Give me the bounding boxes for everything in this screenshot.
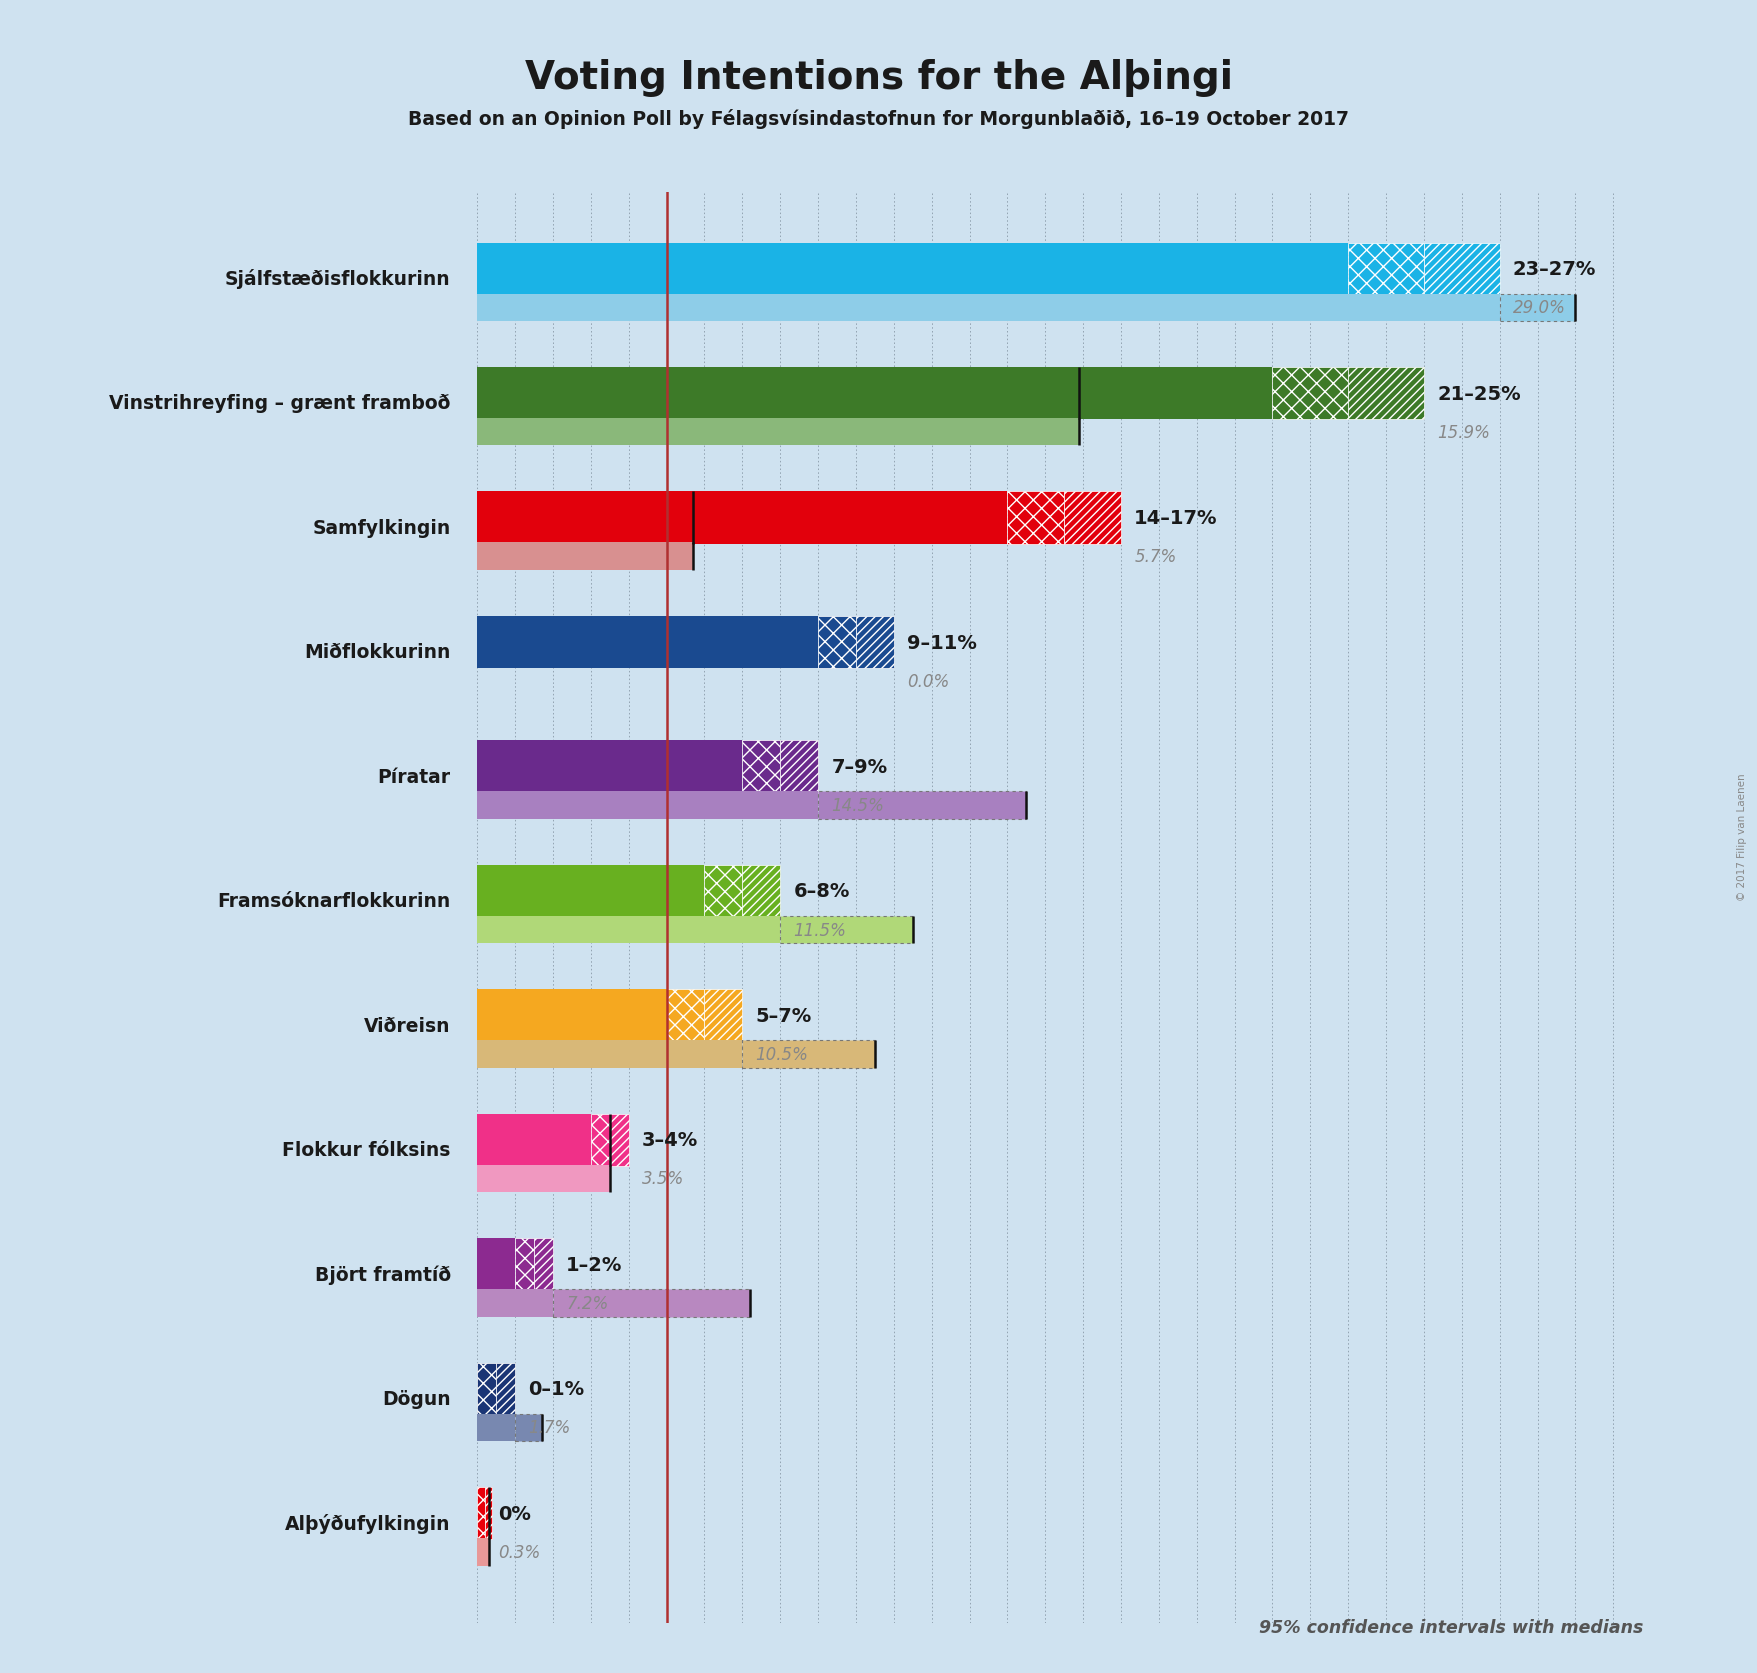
Text: 3.5%: 3.5% <box>641 1169 683 1188</box>
Text: Sjálfstæðisflokkurinn: Sjálfstæðisflokkurinn <box>225 269 450 289</box>
Bar <box>476 1537 488 1566</box>
Text: 0.0%: 0.0% <box>907 673 949 691</box>
Text: Samfylkingin: Samfylkingin <box>313 519 450 537</box>
Text: 10.5%: 10.5% <box>756 1046 808 1064</box>
Bar <box>515 1238 534 1290</box>
Text: 3–4%: 3–4% <box>641 1131 698 1149</box>
Text: 0–1%: 0–1% <box>529 1380 583 1399</box>
Text: 14.5%: 14.5% <box>831 796 884 815</box>
Bar <box>476 544 692 570</box>
Bar <box>1499 294 1574 321</box>
Text: 7.2%: 7.2% <box>566 1295 608 1312</box>
Bar <box>476 917 780 944</box>
Bar <box>476 294 1499 321</box>
Text: 14–17%: 14–17% <box>1133 509 1218 527</box>
Bar <box>1272 368 1348 420</box>
Text: Miðflokkurinn: Miðflokkurinn <box>304 642 450 663</box>
Bar <box>476 791 817 820</box>
Text: Flokkur fólksins: Flokkur fólksins <box>283 1141 450 1159</box>
Text: 95% confidence intervals with medians: 95% confidence intervals with medians <box>1258 1618 1643 1636</box>
Bar <box>534 1238 553 1290</box>
Text: © 2017 Filip van Laenen: © 2017 Filip van Laenen <box>1736 773 1746 900</box>
Bar <box>780 741 817 793</box>
Bar <box>476 1487 485 1539</box>
Bar <box>476 1114 590 1166</box>
Bar <box>1348 368 1423 420</box>
Bar <box>476 1363 495 1415</box>
Bar <box>817 791 1026 820</box>
Bar <box>1423 243 1499 296</box>
Text: Based on an Opinion Poll by Félagsvísindastofnun for Morgunblaðið, 16–19 October: Based on an Opinion Poll by Félagsvísind… <box>408 109 1349 129</box>
Bar <box>780 917 912 944</box>
Bar <box>476 418 1079 447</box>
Bar <box>495 1363 515 1415</box>
Bar <box>741 865 780 917</box>
Text: Alþýðufylkingin: Alþýðufylkingin <box>285 1512 450 1532</box>
Bar <box>1348 243 1423 296</box>
Text: 15.9%: 15.9% <box>1437 423 1490 442</box>
Bar <box>476 1041 741 1067</box>
Bar <box>485 1487 492 1539</box>
Bar <box>476 990 666 1042</box>
Bar <box>666 990 705 1042</box>
Text: Píratar: Píratar <box>378 768 450 786</box>
Bar <box>476 1238 515 1290</box>
Text: 1–2%: 1–2% <box>566 1255 622 1275</box>
Text: Framsóknarflokkurinn: Framsóknarflokkurinn <box>218 892 450 910</box>
Text: 0.3%: 0.3% <box>497 1543 539 1561</box>
Text: Voting Intentions for the Alþingi: Voting Intentions for the Alþingi <box>525 59 1232 97</box>
Bar <box>476 1164 610 1193</box>
Bar <box>1007 492 1063 544</box>
Text: 1.7%: 1.7% <box>529 1419 571 1437</box>
Bar <box>515 1414 541 1440</box>
Text: Björt framtíð: Björt framtíð <box>315 1265 450 1285</box>
Bar <box>476 741 741 793</box>
Text: 7–9%: 7–9% <box>831 758 887 776</box>
Text: 5.7%: 5.7% <box>1133 547 1175 565</box>
Text: 23–27%: 23–27% <box>1513 259 1595 279</box>
Text: 9–11%: 9–11% <box>907 632 977 652</box>
Text: Vinstrihreyfing – grænt framboð: Vinstrihreyfing – grænt framboð <box>109 395 450 413</box>
Bar <box>476 865 705 917</box>
Text: 29.0%: 29.0% <box>1513 299 1565 318</box>
Bar <box>553 1290 750 1317</box>
Bar <box>1063 492 1121 544</box>
Bar <box>705 990 741 1042</box>
Bar <box>741 741 780 793</box>
Text: 21–25%: 21–25% <box>1437 385 1520 403</box>
Bar <box>741 1041 875 1067</box>
Bar <box>476 368 1272 420</box>
Bar <box>476 243 1348 296</box>
Bar <box>705 865 741 917</box>
Text: 0%: 0% <box>497 1504 531 1522</box>
Text: 11.5%: 11.5% <box>792 922 845 939</box>
Bar <box>476 1414 515 1440</box>
Text: 5–7%: 5–7% <box>756 1007 812 1026</box>
Bar <box>856 617 893 669</box>
Bar <box>476 1290 553 1317</box>
Bar <box>476 492 1007 544</box>
Text: Dögun: Dögun <box>381 1389 450 1409</box>
Bar <box>590 1114 610 1166</box>
Bar <box>817 617 856 669</box>
Text: 6–8%: 6–8% <box>792 882 849 902</box>
Text: Viðreisn: Viðreisn <box>364 1016 450 1036</box>
Bar <box>476 617 817 669</box>
Bar <box>610 1114 629 1166</box>
